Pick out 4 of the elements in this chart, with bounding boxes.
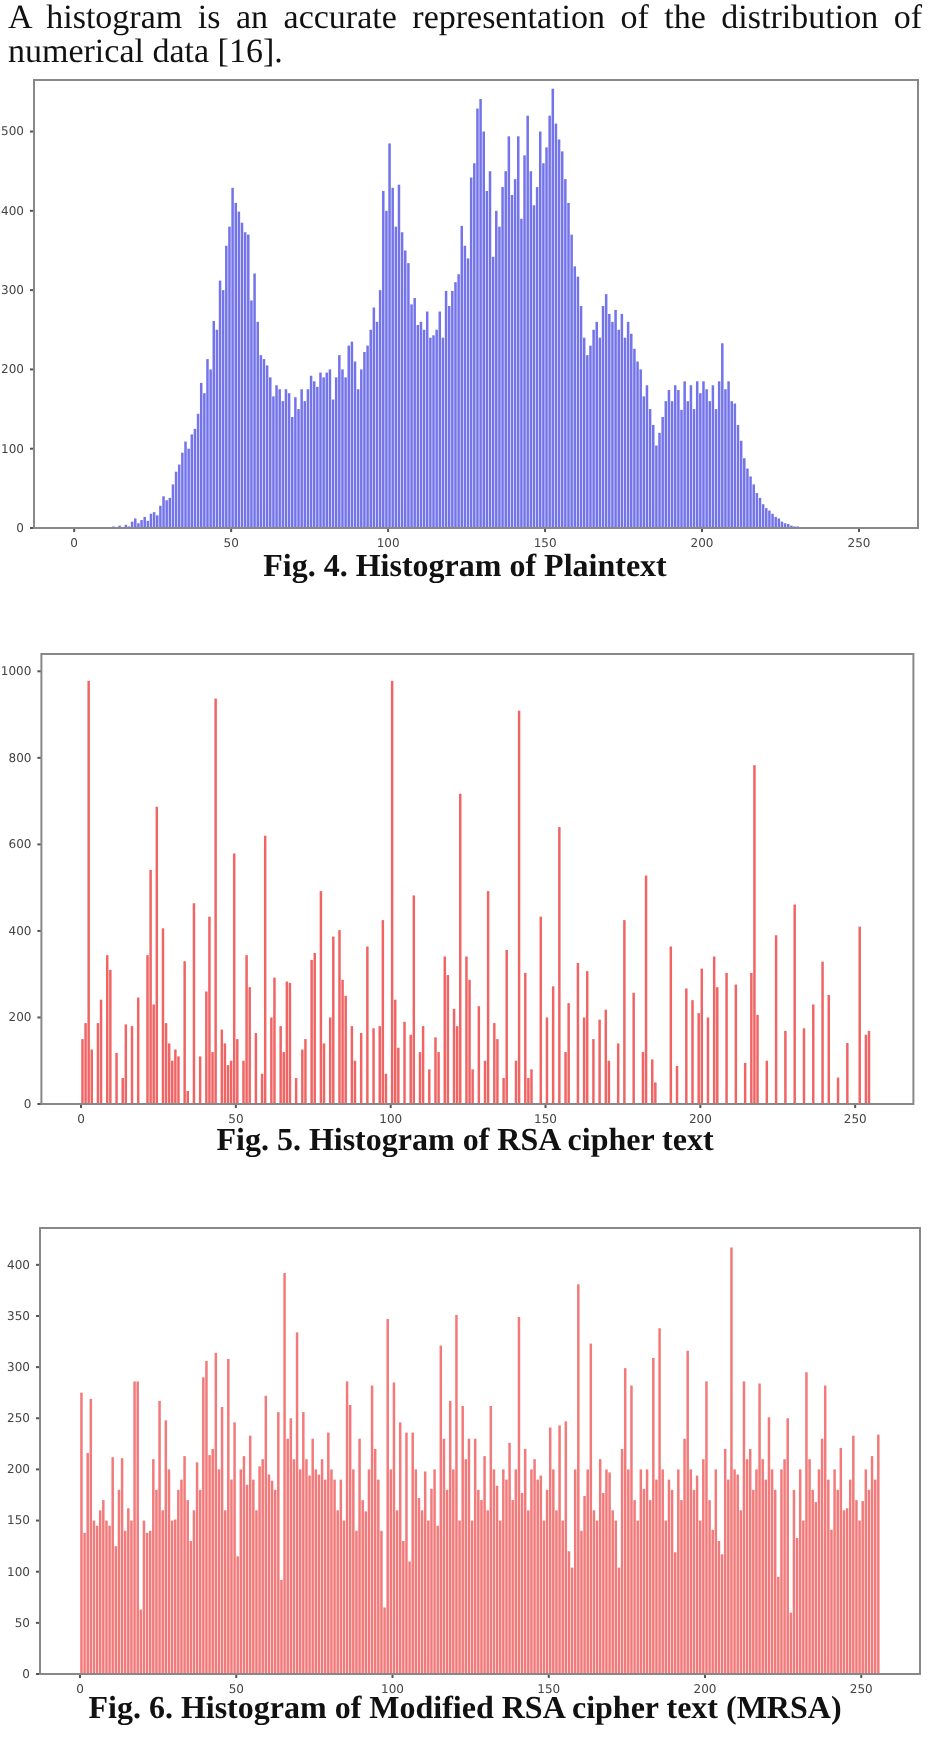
text: Fig. 6. Histogram of Modified RSA cipher text (MRSA) xyxy=(88,1692,842,1726)
text: A histogram is an accurate representation of the distribution of numerical data [16]. xyxy=(8,0,922,70)
text: Fig. 5. Histogram of RSA cipher text xyxy=(216,1124,715,1158)
text: Fig. 4. Histogram of Plaintext xyxy=(263,550,669,584)
